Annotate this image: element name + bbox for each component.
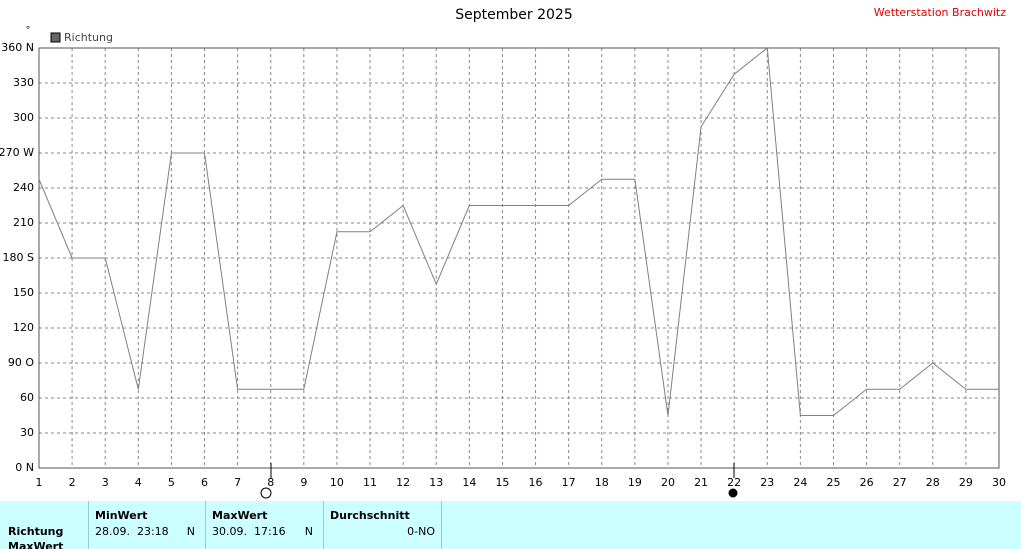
x-tick-label: 18 <box>595 476 609 489</box>
legend-label: Richtung <box>64 31 113 44</box>
y-tick-label: 60 <box>20 391 34 404</box>
x-tick-label: 29 <box>959 476 973 489</box>
x-tick-label: 28 <box>926 476 940 489</box>
x-tick-label: 4 <box>135 476 142 489</box>
y-tick-label: 0 N <box>15 461 34 474</box>
table-cell: MinWert 28.09. 23:18 N <box>89 501 206 549</box>
x-tick-label: 11 <box>363 476 377 489</box>
y-tick-label: 90 O <box>8 356 34 369</box>
x-tick-label: 15 <box>495 476 509 489</box>
y-tick-label: 30 <box>20 426 34 439</box>
y-tick-label: 300 <box>13 111 34 124</box>
plot-frame <box>38 47 1000 469</box>
series-line <box>38 47 999 416</box>
x-tick-label: 22 <box>727 476 741 489</box>
x-tick-label: 9 <box>300 476 307 489</box>
x-tick-label: 30 <box>992 476 1006 489</box>
x-tick-label: 16 <box>529 476 543 489</box>
column-header: MaxWert <box>212 509 268 522</box>
table-cell: Durchschnitt 0-NO <box>324 501 442 549</box>
time: 30.09. 17:16 <box>212 525 286 538</box>
x-tick-label: 21 <box>694 476 708 489</box>
average: 0-NO <box>407 525 435 538</box>
x-tick-label: 2 <box>69 476 76 489</box>
y-tick-label: 330 <box>13 76 34 89</box>
y-tick-label: 240 <box>13 181 34 194</box>
x-tick-label: 26 <box>860 476 874 489</box>
x-tick-label: 8 <box>267 476 274 489</box>
x-tick-label: 13 <box>429 476 443 489</box>
legend-swatch <box>50 32 61 43</box>
x-tick-label: 27 <box>893 476 907 489</box>
x-tick-label: 14 <box>462 476 476 489</box>
full-moon-icon <box>260 487 272 499</box>
x-tick-label: 19 <box>628 476 642 489</box>
y-tick-label: 180 S <box>3 251 34 264</box>
station-name: Wetterstation Brachwitz <box>874 6 1006 19</box>
x-tick-label: 5 <box>168 476 175 489</box>
direction: N <box>186 525 195 538</box>
x-tick-label: 3 <box>102 476 109 489</box>
y-unit: ° <box>26 26 31 36</box>
x-tick-label: 17 <box>562 476 576 489</box>
x-tick-label: 10 <box>330 476 344 489</box>
table-cell: MaxWert 30.09. 17:16 N <box>206 501 324 549</box>
x-tick-label: 12 <box>396 476 410 489</box>
summary-table: Richtung MaxWert MinWert 28.09. 23:18 N … <box>0 501 1021 549</box>
time: 28.09. 23:18 <box>95 525 169 538</box>
chart: September 2025 Wetterstation Brachwitz °… <box>0 6 1006 499</box>
column-header: MinWert <box>95 509 148 522</box>
row-label-cell: Richtung MaxWert <box>0 501 89 549</box>
x-tick-label: 6 <box>201 476 208 489</box>
x-tick-label: 24 <box>793 476 807 489</box>
y-tick-label: 360 N <box>1 41 34 54</box>
y-tick-label: 150 <box>13 286 34 299</box>
y-tick-label: 120 <box>13 321 34 334</box>
y-tick-label: 270 W <box>0 146 34 159</box>
x-tick-label: 1 <box>36 476 43 489</box>
column-header: Durchschnitt <box>330 509 410 522</box>
row-label: MaxWert <box>8 540 64 549</box>
x-tick-label: 23 <box>760 476 774 489</box>
y-tick-label: 210 <box>13 216 34 229</box>
chart-title: September 2025 <box>455 7 572 23</box>
row-label: Richtung <box>8 525 64 538</box>
x-tick-label: 25 <box>826 476 840 489</box>
direction: N <box>304 525 313 538</box>
new-moon-icon <box>728 488 738 498</box>
x-tick-label: 7 <box>234 476 241 489</box>
x-tick-label: 20 <box>661 476 675 489</box>
